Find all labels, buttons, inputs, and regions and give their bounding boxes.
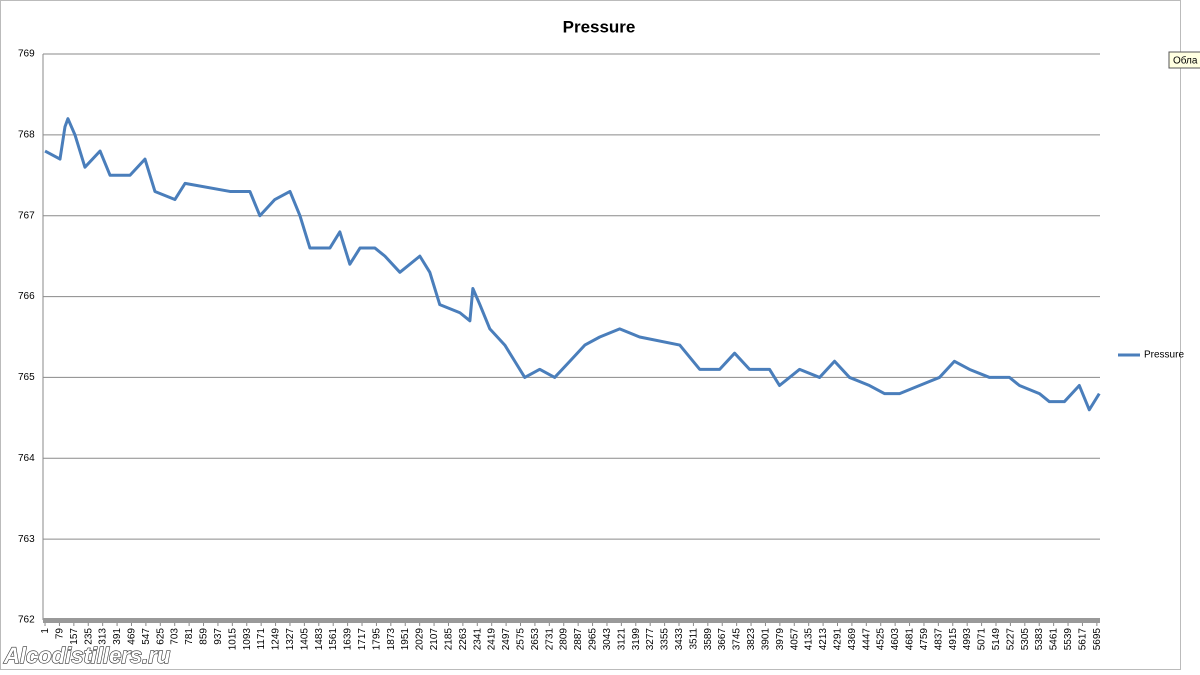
x-tick-label: 3589 — [703, 628, 714, 651]
x-tick-label: 4759 — [919, 628, 930, 651]
x-tick-label: 3433 — [674, 628, 685, 651]
x-tick-label: 5383 — [1034, 628, 1045, 651]
x-tick-label: 2341 — [472, 628, 483, 651]
x-tick-label: 3745 — [732, 628, 743, 651]
x-tick-label: 3277 — [645, 628, 656, 651]
x-tick-label: 1171 — [256, 628, 267, 650]
x-tick-label: 3199 — [631, 628, 642, 651]
y-tick-label: 768 — [18, 129, 35, 140]
x-tick-label: 1483 — [314, 628, 325, 651]
x-tick-label: 3823 — [746, 628, 757, 651]
watermark: Alcodistillers.ru — [3, 643, 171, 668]
x-tick-label: 5149 — [991, 628, 1002, 651]
x-tick-label: 1795 — [371, 628, 382, 651]
y-tick-label: 762 — [18, 615, 35, 626]
x-tick-label: 3121 — [616, 628, 627, 651]
x-tick-label: 2263 — [458, 628, 469, 651]
x-tick-label: 625 — [155, 628, 166, 645]
x-tick-label: 4681 — [905, 628, 916, 651]
x-tick-label: 235 — [83, 628, 94, 645]
x-tick-label: 5461 — [1049, 628, 1060, 651]
x-tick-label: 157 — [69, 628, 80, 645]
x-tick-label: 4525 — [876, 628, 887, 651]
x-tick-label: 4369 — [847, 628, 858, 651]
x-tick-label: 937 — [213, 628, 224, 645]
x-tick-label: 391 — [112, 628, 123, 645]
x-tick-label: 469 — [126, 628, 137, 645]
y-tick-label: 767 — [18, 210, 35, 221]
series-line — [44, 117, 1101, 412]
x-tick-label: 4993 — [962, 628, 973, 651]
x-tick-label: 2185 — [443, 628, 454, 651]
y-tick-label: 765 — [18, 372, 35, 383]
y-tick-label: 769 — [18, 49, 35, 60]
x-tick-label: 4291 — [833, 628, 844, 651]
x-tick-label: 3901 — [760, 628, 771, 651]
x-tick-label: 1 — [40, 628, 51, 634]
x-tick-label: 1951 — [400, 628, 411, 651]
chart-area — [0, 0, 1181, 670]
y-tick-label: 763 — [18, 534, 35, 545]
x-tick-label: 1249 — [271, 628, 282, 651]
y-tick-label: 764 — [18, 453, 35, 464]
x-tick-label: 5305 — [1020, 628, 1031, 651]
x-tick-label: 4837 — [933, 628, 944, 651]
x-tick-label: 4213 — [818, 628, 829, 651]
x-tick-label: 3043 — [602, 628, 613, 651]
x-tick-label: 1093 — [242, 628, 253, 651]
x-tick-label: 2887 — [573, 628, 584, 651]
x-tick-label: 1873 — [386, 628, 397, 651]
x-tick-label: 5539 — [1063, 628, 1074, 651]
x-tick-label: 2107 — [429, 628, 440, 651]
x-tick-label: 4603 — [890, 628, 901, 651]
x-tick-label: 781 — [184, 628, 195, 645]
x-tick-label: 703 — [170, 628, 181, 645]
x-tick-label: 2965 — [588, 628, 599, 651]
chart-title: Pressure — [563, 17, 636, 36]
y-tick-label: 766 — [18, 291, 35, 302]
x-tick-label: 2653 — [530, 628, 541, 651]
x-tick-label: 2731 — [544, 628, 555, 651]
x-tick-label: 5071 — [977, 628, 988, 651]
x-tick-label: 79 — [54, 628, 65, 640]
x-tick-label: 1561 — [328, 628, 339, 651]
x-tick-label: 5617 — [1077, 628, 1088, 651]
x-axis — [43, 618, 1100, 623]
x-tick-label: 5227 — [1005, 628, 1016, 651]
x-tick-label: 4447 — [861, 628, 872, 651]
x-tick-label: 4915 — [948, 628, 959, 651]
x-tick-label: 3511 — [688, 628, 699, 650]
x-tick-label: 1717 — [357, 628, 368, 651]
x-tick-label: 1405 — [299, 628, 310, 651]
x-tick-label: 2575 — [516, 628, 527, 651]
legend-label: Pressure — [1144, 350, 1184, 361]
x-tick-label: 313 — [98, 628, 109, 645]
x-tick-label: 3355 — [660, 628, 671, 651]
x-tick-label: 1327 — [285, 628, 296, 651]
tooltip-box — [1168, 51, 1200, 69]
x-tick-label: 2809 — [559, 628, 570, 651]
x-tick-label: 3667 — [717, 628, 728, 651]
x-tick-label: 859 — [199, 628, 210, 645]
x-tick-label: 2497 — [501, 628, 512, 651]
x-tick-label: 547 — [141, 628, 152, 645]
x-tick-label: 2419 — [487, 628, 498, 651]
x-tick-label: 1015 — [227, 628, 238, 651]
x-tick-label: 4057 — [789, 628, 800, 651]
x-tick-label: 2029 — [415, 628, 426, 651]
x-tick-label: 5695 — [1092, 628, 1103, 651]
x-tick-label: 4135 — [804, 628, 815, 651]
tooltip: Обла — [1173, 55, 1198, 67]
x-tick-label: 3979 — [775, 628, 786, 651]
x-tick-label: 1639 — [343, 628, 354, 651]
